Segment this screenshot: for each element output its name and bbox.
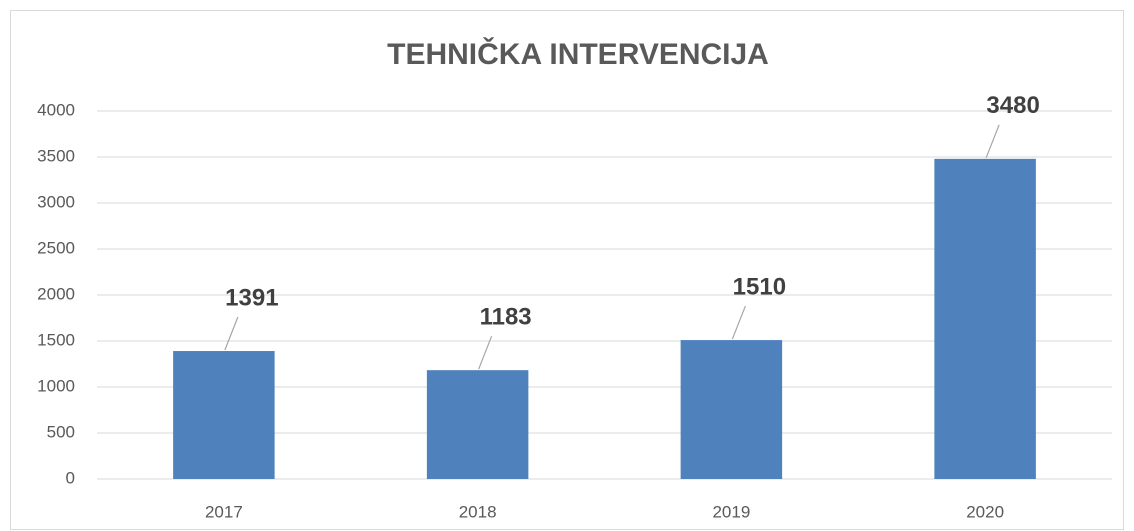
- y-tick-label: 1000: [37, 376, 75, 395]
- leader-line: [985, 124, 1000, 159]
- y-tick-label: 2500: [37, 238, 75, 257]
- bar: [680, 340, 783, 479]
- leader-line: [478, 335, 493, 370]
- data-label: 1183: [480, 304, 532, 331]
- bar: [934, 158, 1036, 479]
- y-tick-label: 4000: [37, 100, 75, 119]
- y-tick-label: 2000: [37, 284, 75, 303]
- y-tick-label: 0: [66, 468, 75, 487]
- y-tick-label: 3000: [37, 192, 75, 211]
- bar: [173, 351, 275, 479]
- chart-title: TEHNIČKA INTERVENCIJA: [387, 37, 769, 71]
- leader-line: [224, 316, 239, 351]
- data-label: 1510: [733, 273, 786, 300]
- data-label: 3480: [986, 92, 1039, 119]
- x-tick-label: 2017: [205, 502, 243, 521]
- data-label: 1391: [225, 284, 278, 311]
- y-tick-label: 3500: [37, 146, 75, 165]
- y-tick-label: 500: [47, 422, 75, 441]
- leader-line: [731, 305, 746, 340]
- bar: [426, 370, 529, 479]
- x-tick-label: 2018: [459, 502, 497, 521]
- x-tick-label: 2020: [966, 502, 1004, 521]
- y-tick-label: 1500: [37, 330, 75, 349]
- x-tick-label: 2019: [712, 502, 750, 521]
